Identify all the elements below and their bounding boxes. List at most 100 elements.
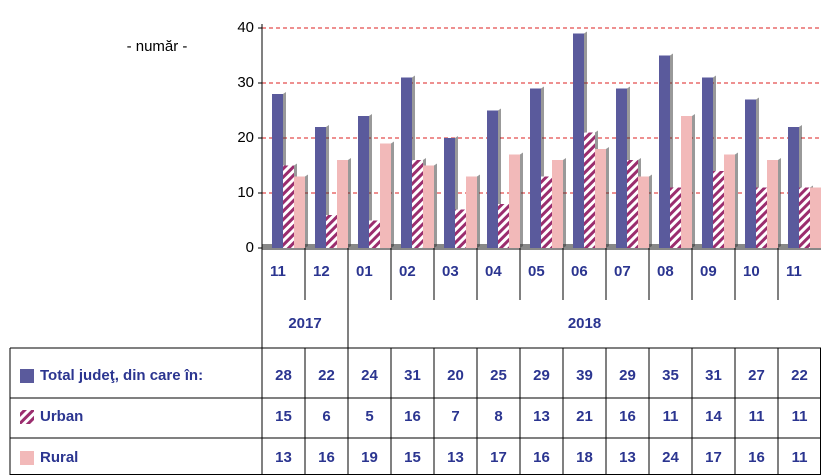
x-tick-label: 09	[700, 263, 717, 280]
table-value: 31	[404, 367, 421, 384]
bar	[498, 204, 509, 248]
bar	[423, 165, 434, 248]
bar	[799, 187, 810, 248]
table-value: 6	[322, 408, 330, 425]
bar	[638, 176, 649, 248]
table-value: 15	[404, 449, 421, 466]
table-value: 19	[361, 449, 378, 466]
x-tick-label: 10	[743, 263, 760, 280]
bar	[702, 77, 713, 248]
y-axis-label: - număr -	[127, 38, 188, 55]
bar	[713, 171, 724, 248]
bar	[466, 176, 477, 248]
bar	[283, 165, 294, 248]
bar	[294, 176, 305, 248]
bar	[627, 160, 638, 248]
bar	[369, 220, 380, 248]
table-value: 14	[705, 408, 722, 425]
bar-side	[305, 174, 308, 248]
legend-swatch	[20, 451, 34, 465]
bar	[401, 77, 412, 248]
table-value: 22	[318, 367, 335, 384]
x-tick-label: 05	[528, 263, 545, 280]
bar	[315, 127, 326, 248]
legend-swatch	[20, 369, 34, 383]
bar	[659, 55, 670, 248]
bar	[380, 143, 391, 248]
y-tick-label: 0	[246, 239, 254, 256]
table-value: 39	[576, 367, 593, 384]
x-tick-label: 07	[614, 263, 631, 280]
table-value: 28	[275, 367, 292, 384]
bar	[745, 99, 756, 248]
bar-side	[520, 152, 523, 248]
table-value: 16	[748, 449, 765, 466]
table-value: 5	[365, 408, 373, 425]
table-value: 13	[275, 449, 292, 466]
bar	[509, 154, 520, 248]
bar-side	[692, 114, 695, 248]
x-tick-label: 06	[571, 263, 588, 280]
bar	[810, 187, 821, 248]
table-value: 29	[533, 367, 550, 384]
x-tick-label: 04	[485, 263, 502, 280]
bar	[326, 215, 337, 248]
x-tick-label: 03	[442, 263, 459, 280]
y-tick-label: 20	[237, 129, 254, 146]
table-value: 16	[619, 408, 636, 425]
bar	[541, 176, 552, 248]
table-value: 18	[576, 449, 593, 466]
bar-side	[391, 141, 394, 248]
bar	[788, 127, 799, 248]
bar	[552, 160, 563, 248]
bar	[272, 94, 283, 248]
bar-side	[735, 152, 738, 248]
table-value: 35	[662, 367, 679, 384]
bar	[487, 110, 498, 248]
bar-side	[649, 174, 652, 248]
bar	[358, 116, 369, 248]
table-value: 24	[361, 367, 378, 384]
table-value: 25	[490, 367, 507, 384]
bar	[530, 88, 541, 248]
bar	[412, 160, 423, 248]
bar	[595, 149, 606, 248]
bar-side	[563, 158, 566, 248]
legend-label: Rural	[40, 449, 78, 466]
table-value: 29	[619, 367, 636, 384]
table-value: 16	[533, 449, 550, 466]
table-value: 8	[494, 408, 502, 425]
table-value: 16	[404, 408, 421, 425]
bar	[337, 160, 348, 248]
bar	[756, 187, 767, 248]
x-tick-label: 11	[270, 263, 286, 280]
bar	[444, 138, 455, 248]
bar-side	[369, 114, 372, 248]
bar-side	[434, 163, 437, 248]
table-value: 13	[447, 449, 464, 466]
bar	[616, 88, 627, 248]
table-value: 27	[748, 367, 765, 384]
table-value: 31	[705, 367, 722, 384]
table-value: 13	[533, 408, 550, 425]
table-value: 24	[662, 449, 679, 466]
table-value: 11	[749, 408, 765, 425]
bar-side	[778, 158, 781, 248]
table-value: 20	[447, 367, 464, 384]
year-label: 2018	[568, 315, 601, 332]
y-tick-label: 10	[237, 184, 254, 201]
bar	[584, 132, 595, 248]
bar	[724, 154, 735, 248]
table-value: 17	[705, 449, 722, 466]
x-tick-label: 11	[786, 263, 802, 280]
table-value: 11	[663, 408, 679, 425]
y-tick-label: 40	[237, 19, 254, 36]
table-value: 11	[792, 408, 808, 425]
legend-label: Total judeţ, din care în:	[40, 367, 203, 384]
bar-side	[606, 147, 609, 248]
bar	[455, 209, 466, 248]
x-tick-label: 02	[399, 263, 416, 280]
bar-side	[477, 174, 480, 248]
y-tick-label: 30	[237, 74, 254, 91]
x-tick-label: 12	[313, 263, 330, 280]
